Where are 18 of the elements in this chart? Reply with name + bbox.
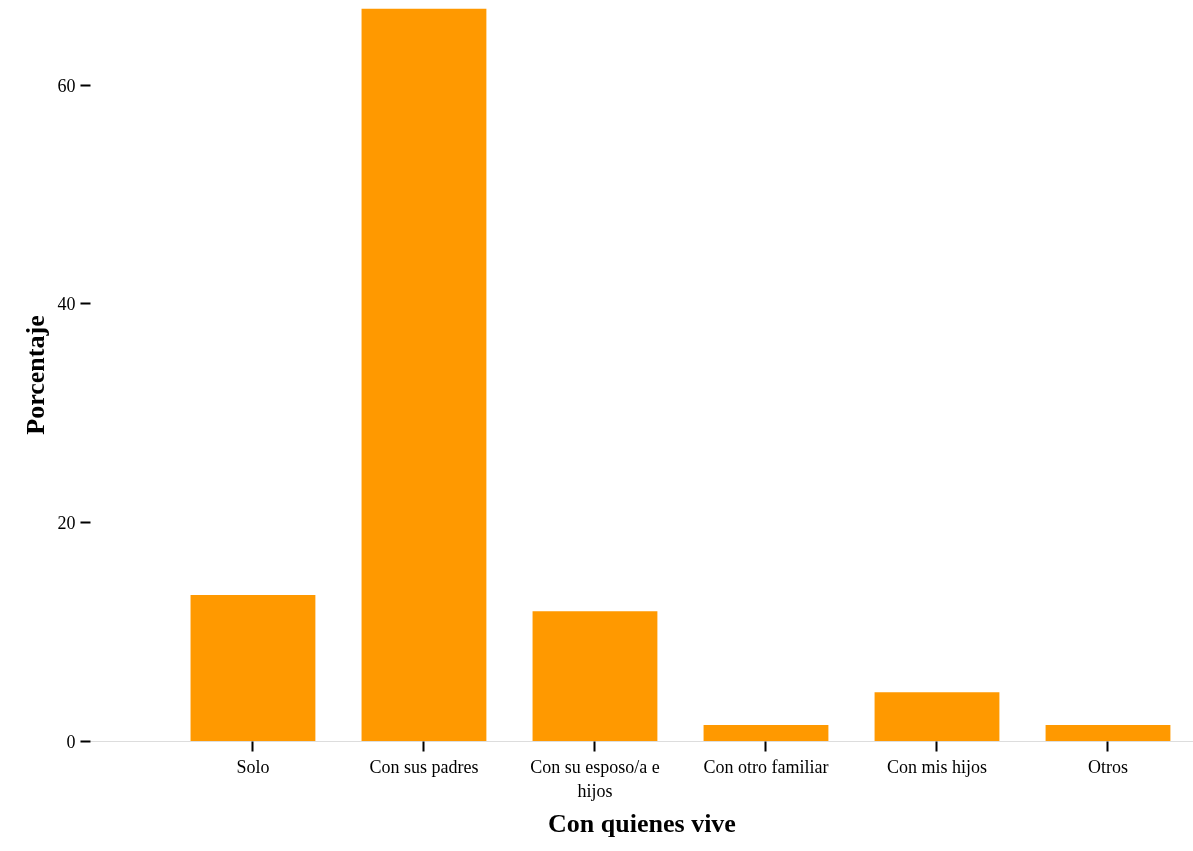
y-tick-label: 40	[57, 294, 76, 315]
bar	[361, 8, 487, 742]
x-tick-label: Con sus padres	[369, 756, 479, 777]
y-tick-label: 60	[57, 75, 76, 96]
bar	[532, 611, 658, 742]
x-tick-label: Solo	[236, 756, 270, 777]
x-tick-label: Otros	[1088, 756, 1128, 777]
bar	[874, 692, 1000, 742]
y-tick-label: 0	[66, 732, 76, 752]
y-axis-title: Porcentaje	[20, 315, 50, 435]
x-tick-label: Con mis hijos	[886, 756, 988, 777]
bar	[190, 594, 316, 742]
x-tick-label: Con otro familiar	[703, 756, 829, 777]
bar	[703, 725, 829, 742]
x-axis-title: Con quienes vive	[548, 808, 736, 838]
bar	[1045, 725, 1171, 742]
x-tick-label: Con su esposo/a e hijos	[530, 756, 660, 801]
y-tick-label: 20	[57, 513, 76, 534]
